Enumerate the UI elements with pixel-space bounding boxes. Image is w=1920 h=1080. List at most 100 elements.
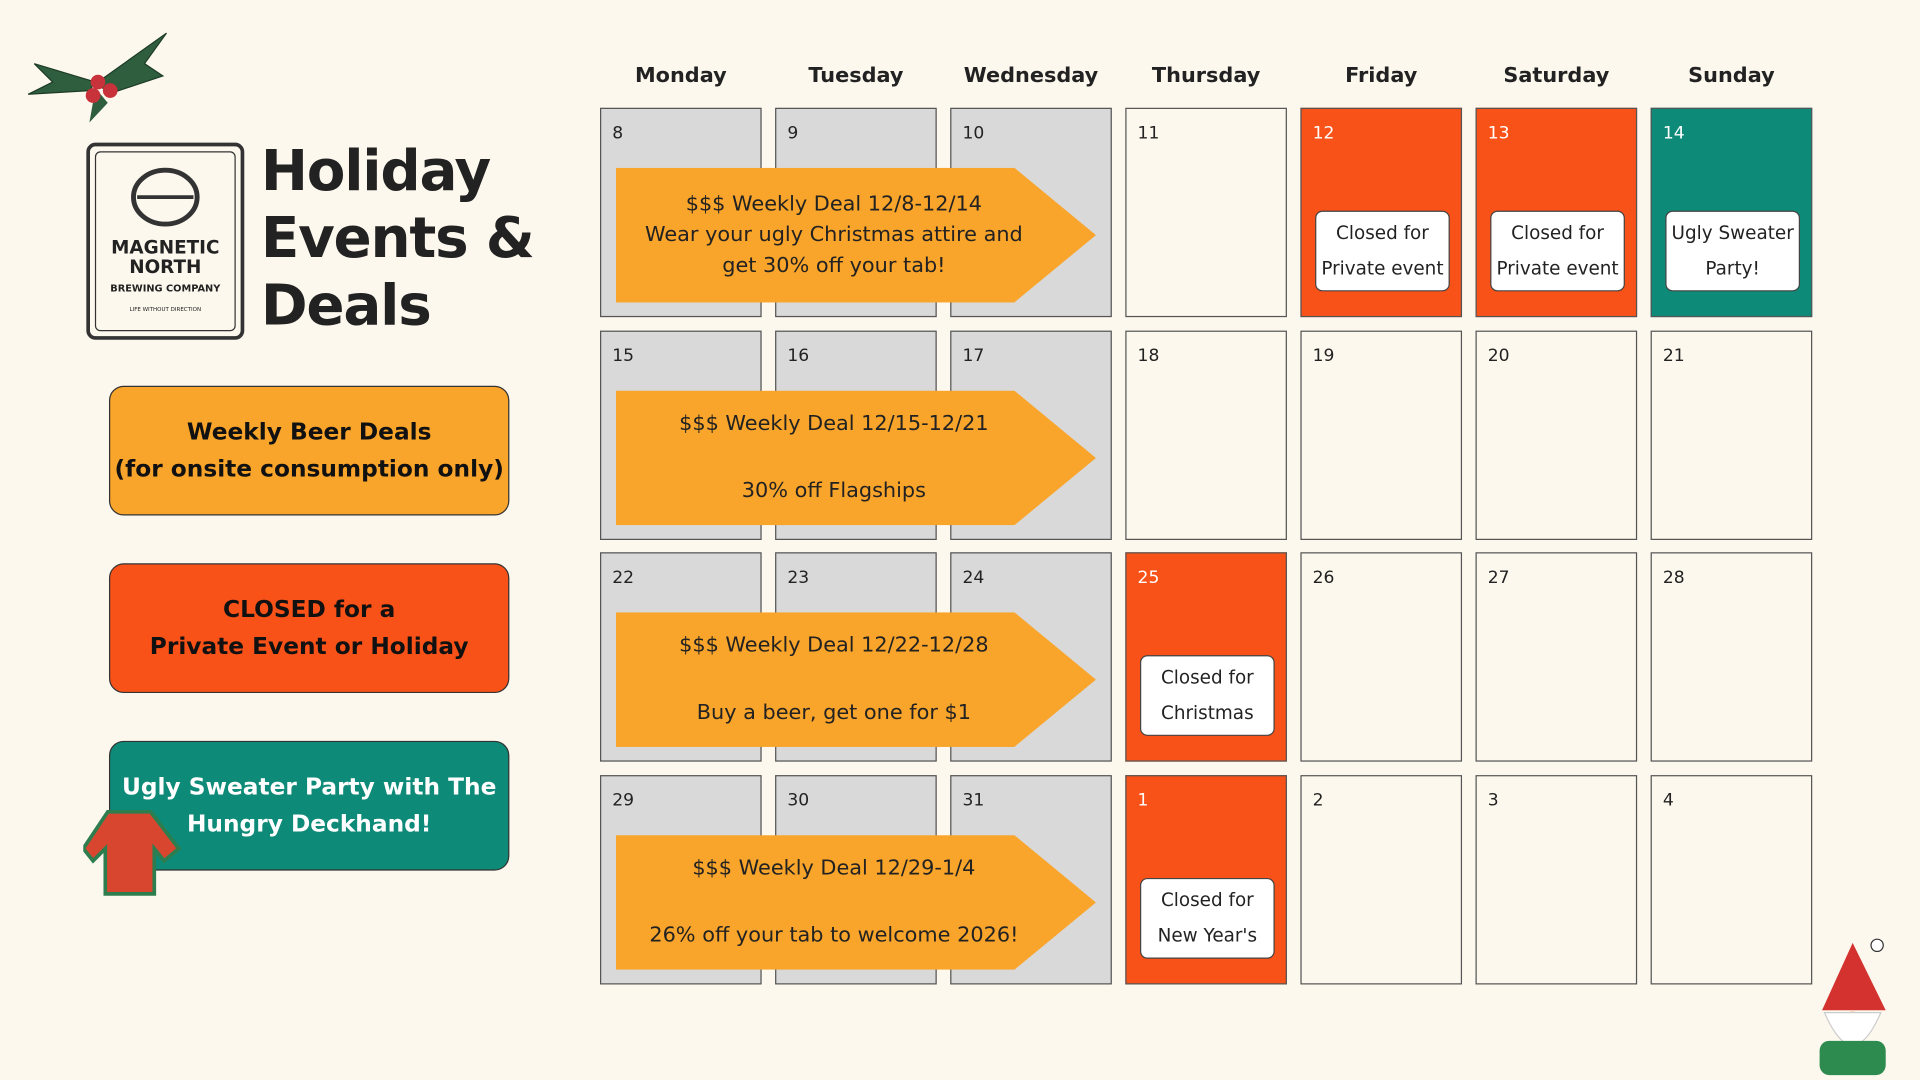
day-number: 31 xyxy=(962,791,985,811)
event-label: Closed for Christmas xyxy=(1140,655,1275,736)
day-cell: 11 xyxy=(1125,107,1287,318)
deal-text: 30% off Flagships xyxy=(741,478,926,504)
logo: MAGNETIC NORTH BREWING COMPANY LIFE WITH… xyxy=(86,142,245,340)
event-text: Ugly Sweater xyxy=(1671,221,1794,244)
title-line: Events & xyxy=(260,204,535,271)
event-text: Closed for xyxy=(1511,221,1604,244)
day-number: 22 xyxy=(612,568,635,588)
day-number: 18 xyxy=(1137,346,1160,367)
day-cell: 3 xyxy=(1475,775,1638,985)
legend-text: (for onsite consumption only) xyxy=(114,455,504,483)
weekly-deal: $$$ Weekly Deal 12/15-12/21 30% off Flags… xyxy=(615,390,1096,526)
legend-text: Private Event or Holiday xyxy=(149,633,469,661)
deal-text: $$$ Weekly Deal 12/22-12/28 xyxy=(679,633,989,658)
event-text: Closed for xyxy=(1336,221,1429,244)
gnome-decoration xyxy=(1819,938,1886,1076)
legend-text: Ugly Sweater Party with The xyxy=(121,773,497,801)
day-number: 1 xyxy=(1137,791,1149,811)
event-text: Party! xyxy=(1705,257,1760,280)
day-number: 8 xyxy=(612,123,624,144)
day-number: 30 xyxy=(787,791,810,811)
day-number: 17 xyxy=(962,346,985,367)
weekly-deal: $$$ Weekly Deal 12/8-12/14 Wear your ugly… xyxy=(615,167,1096,303)
day-number: 14 xyxy=(1662,123,1685,144)
day-cell: 26 xyxy=(1300,552,1463,762)
day-number: 15 xyxy=(612,346,635,367)
day-number: 25 xyxy=(1137,568,1160,588)
weekday-header: Sunday xyxy=(1688,63,1775,89)
day-cell: 4 xyxy=(1650,775,1813,985)
day-number: 27 xyxy=(1487,568,1510,588)
day-number: 9 xyxy=(787,123,799,144)
day-number: 4 xyxy=(1662,791,1674,811)
deal-text: get 30% off your tab! xyxy=(722,252,946,278)
day-number: 28 xyxy=(1662,568,1685,588)
title-line: Deals xyxy=(260,271,432,338)
event-label: Ugly Sweater Party! xyxy=(1665,210,1801,292)
logo-line: MAGNETIC xyxy=(111,237,219,258)
day-number: 11 xyxy=(1137,123,1160,144)
day-number: 26 xyxy=(1312,568,1335,588)
logo-line: NORTH xyxy=(129,257,201,278)
weekday-header: Wednesday xyxy=(963,63,1099,89)
day-cell: 14 Ugly Sweater Party! xyxy=(1650,107,1813,318)
day-cell: 2 xyxy=(1300,775,1463,985)
day-cell: 28 xyxy=(1650,552,1813,762)
day-number: 10 xyxy=(962,123,985,144)
day-cell: 18 xyxy=(1125,330,1287,541)
weekly-deal: $$$ Weekly Deal 12/29-1/4 26% off your ta… xyxy=(615,835,1096,970)
deal-text: Buy a beer, get one for $1 xyxy=(696,700,972,725)
event-label: Closed for New Year's xyxy=(1140,877,1275,959)
event-label: Closed for Private event xyxy=(1315,210,1450,292)
day-cell: 21 xyxy=(1650,330,1813,541)
event-text: Closed for xyxy=(1160,888,1254,912)
day-cell: 27 xyxy=(1475,552,1638,762)
event-label: Closed for Private event xyxy=(1490,210,1625,292)
event-text: Private event xyxy=(1496,257,1619,280)
logo-tagline: LIFE WITHOUT DIRECTION xyxy=(130,307,202,313)
weekday-header: Monday xyxy=(634,63,727,89)
day-number: 21 xyxy=(1662,346,1685,367)
deal-text: $$$ Weekly Deal 12/15-12/21 xyxy=(679,411,989,436)
day-cell: 13 Closed for Private event xyxy=(1475,107,1638,318)
day-number: 13 xyxy=(1487,123,1510,144)
day-number: 2 xyxy=(1312,791,1324,811)
event-text: New Year's xyxy=(1157,924,1258,947)
day-cell: 20 xyxy=(1475,330,1638,541)
weekday-header: Saturday xyxy=(1503,63,1610,89)
title-line: Holiday xyxy=(260,137,491,204)
day-cell: 12 Closed for Private event xyxy=(1300,107,1463,318)
deal-text: $$$ Weekly Deal 12/29-1/4 xyxy=(692,855,976,881)
day-number: 19 xyxy=(1312,346,1335,367)
event-text: Closed for xyxy=(1160,666,1254,689)
event-text: Christmas xyxy=(1161,701,1254,724)
legend-item: CLOSED for a Private Event or Holiday xyxy=(108,563,510,694)
legend-text: CLOSED for a xyxy=(223,596,396,624)
legend-text: Hungry Deckhand! xyxy=(186,810,432,838)
day-number: 3 xyxy=(1487,791,1499,811)
legend-text: Weekly Beer Deals xyxy=(186,418,432,446)
weekday-header: Friday xyxy=(1345,63,1418,89)
legend-item: Weekly Beer Deals (for onsite consumption… xyxy=(108,385,510,516)
day-number: 16 xyxy=(787,346,810,367)
holly-decoration xyxy=(27,32,168,123)
day-number: 24 xyxy=(962,568,985,588)
day-number: 23 xyxy=(787,568,810,588)
weekday-header: Tuesday xyxy=(808,63,904,89)
weekday-header: Thursday xyxy=(1151,63,1261,89)
day-cell: 1 Closed for New Year's xyxy=(1125,775,1287,985)
sweater-decoration xyxy=(83,810,182,896)
day-number: 12 xyxy=(1312,123,1335,144)
deal-text: 26% off your tab to welcome 2026! xyxy=(649,923,1019,948)
deal-text: Wear your ugly Christmas attire and xyxy=(644,222,1023,247)
day-cell: 19 xyxy=(1300,330,1463,541)
day-cell: 25 Closed for Christmas xyxy=(1125,552,1287,762)
deal-text: $$$ Weekly Deal 12/8-12/14 xyxy=(685,191,983,217)
weekly-deal: $$$ Weekly Deal 12/22-12/28 Buy a beer, g… xyxy=(615,612,1096,747)
day-number: 20 xyxy=(1487,346,1510,367)
logo-line: BREWING COMPANY xyxy=(110,283,221,294)
event-text: Private event xyxy=(1321,257,1444,280)
day-number: 29 xyxy=(612,791,635,811)
